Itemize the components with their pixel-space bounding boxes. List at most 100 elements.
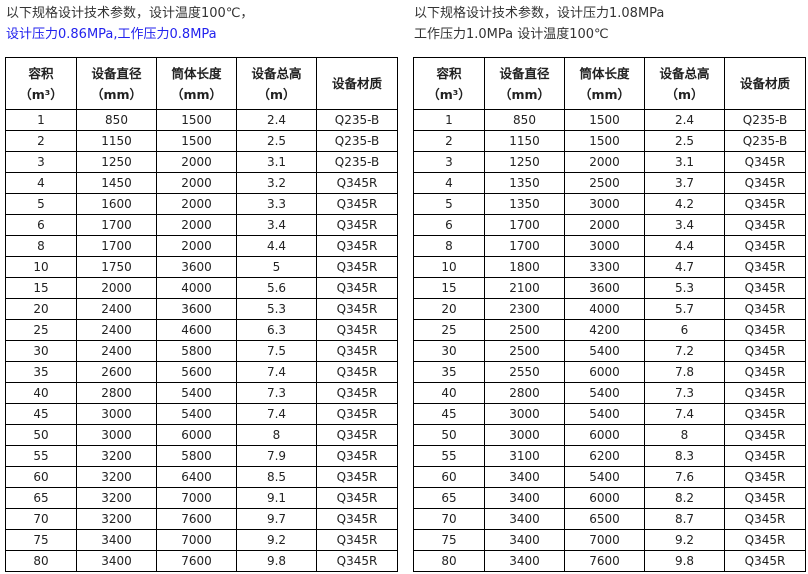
cell-material: Q345R (316, 529, 398, 551)
cell-shell-length: 7600 (156, 508, 237, 530)
left-spec-table: 容积 （m³） 设备直径 （mm） 筒体长度 （mm） 设备总高 （m） 设备材质 1 850 15… (5, 57, 398, 572)
cell-diameter: 3400 (484, 550, 565, 572)
cell-shell-length: 3600 (564, 277, 645, 299)
cell-diameter: 3400 (484, 466, 565, 488)
cell-total-height: 4.4 (236, 235, 317, 257)
table-row: 10 1800 3300 4.7 Q345R (413, 256, 806, 278)
cell-diameter: 2400 (76, 298, 157, 320)
cell-material: Q345R (724, 319, 806, 341)
cell-material: Q345R (724, 466, 806, 488)
cell-shell-length: 5800 (156, 445, 237, 467)
header-label: 设备总高 (251, 65, 302, 81)
cell-material: Q345R (724, 529, 806, 551)
table-row: 50 3000 6000 8 Q345R (413, 424, 806, 446)
header-diameter: 设备直径 （mm） (484, 57, 565, 110)
cell-material: Q235-B (316, 109, 398, 131)
header-label: 筒体长度 (171, 65, 222, 81)
cell-total-height: 5 (236, 256, 317, 278)
table-row: 65 3400 6000 8.2 Q345R (413, 487, 806, 509)
cell-shell-length: 5400 (564, 340, 645, 362)
cell-shell-length: 3600 (156, 256, 237, 278)
header-material: 设备材质 (316, 57, 398, 110)
cell-shell-length: 4600 (156, 319, 237, 341)
cell-total-height: 5.3 (236, 298, 317, 320)
cell-material: Q235-B (724, 130, 806, 152)
cell-volume: 4 (413, 172, 485, 194)
cell-volume: 3 (413, 151, 485, 173)
cell-diameter: 2500 (484, 340, 565, 362)
table-row: 15 2000 4000 5.6 Q345R (5, 277, 398, 299)
cell-shell-length: 5400 (156, 403, 237, 425)
cell-shell-length: 4200 (564, 319, 645, 341)
table-header-row: 容积 （m³） 设备直径 （mm） 筒体长度 （mm） 设备总高 （m） 设备材质 (5, 57, 398, 110)
cell-material: Q345R (316, 298, 398, 320)
header-unit: （mm） (498, 86, 551, 102)
table-row: 4 1350 2500 3.7 Q345R (413, 172, 806, 194)
cell-total-height: 7.4 (236, 403, 317, 425)
cell-diameter: 850 (76, 109, 157, 131)
cell-volume: 6 (5, 214, 77, 236)
cell-shell-length: 3600 (156, 298, 237, 320)
cell-shell-length: 6000 (156, 424, 237, 446)
header-unit: （m） (665, 86, 704, 102)
cell-total-height: 4.2 (644, 193, 725, 215)
cell-diameter: 3000 (76, 403, 157, 425)
cell-volume: 60 (5, 466, 77, 488)
cell-shell-length: 5800 (156, 340, 237, 362)
cell-total-height: 9.7 (236, 508, 317, 530)
cell-diameter: 1800 (484, 256, 565, 278)
table-row: 40 2800 5400 7.3 Q345R (413, 382, 806, 404)
cell-total-height: 8 (236, 424, 317, 446)
cell-material: Q345R (724, 424, 806, 446)
cell-diameter: 1250 (76, 151, 157, 173)
cell-shell-length: 5600 (156, 361, 237, 383)
cell-volume: 50 (5, 424, 77, 446)
cell-volume: 70 (5, 508, 77, 530)
cell-total-height: 2.4 (644, 109, 725, 131)
cell-total-height: 3.1 (644, 151, 725, 173)
table-row: 30 2500 5400 7.2 Q345R (413, 340, 806, 362)
cell-volume: 20 (413, 298, 485, 320)
cell-volume: 75 (413, 529, 485, 551)
cell-shell-length: 5400 (564, 403, 645, 425)
cell-volume: 2 (413, 130, 485, 152)
cell-diameter: 2800 (76, 382, 157, 404)
table-row: 70 3400 6500 8.7 Q345R (413, 508, 806, 530)
cell-material: Q345R (316, 256, 398, 278)
cell-total-height: 9.1 (236, 487, 317, 509)
table-row: 55 3100 6200 8.3 Q345R (413, 445, 806, 467)
cell-diameter: 3000 (484, 424, 565, 446)
cell-volume: 3 (5, 151, 77, 173)
header-unit: （m³） (19, 86, 63, 102)
cell-diameter: 1350 (484, 172, 565, 194)
cell-material: Q345R (316, 487, 398, 509)
table-row: 60 3400 5400 7.6 Q345R (413, 466, 806, 488)
table-row: 6 1700 2000 3.4 Q345R (5, 214, 398, 236)
cell-shell-length: 2000 (156, 172, 237, 194)
cell-volume: 35 (413, 361, 485, 383)
header-label: 筒体长度 (579, 65, 630, 81)
cell-volume: 15 (5, 277, 77, 299)
cell-volume: 35 (5, 361, 77, 383)
cell-material: Q345R (316, 277, 398, 299)
cell-volume: 70 (413, 508, 485, 530)
cell-diameter: 1600 (76, 193, 157, 215)
cell-material: Q345R (724, 361, 806, 383)
cell-diameter: 2400 (76, 319, 157, 341)
header-total-height: 设备总高 （m） (236, 57, 317, 110)
cell-volume: 20 (5, 298, 77, 320)
cell-volume: 40 (413, 382, 485, 404)
cell-material: Q345R (724, 151, 806, 173)
table-row: 3 1250 2000 3.1 Q345R (413, 151, 806, 173)
header-label: 设备材质 (331, 76, 382, 91)
cell-total-height: 7.8 (644, 361, 725, 383)
cell-diameter: 3200 (76, 445, 157, 467)
table-row: 80 3400 7600 9.8 Q345R (5, 550, 398, 572)
header-label: 容积 (436, 65, 462, 81)
cell-shell-length: 3000 (564, 235, 645, 257)
cell-volume: 30 (5, 340, 77, 362)
right-caption-line2: 工作压力1.0MPa 设计温度100℃ (414, 27, 609, 42)
header-unit: （mm） (578, 86, 631, 102)
cell-diameter: 1250 (484, 151, 565, 173)
table-row: 25 2500 4200 6 Q345R (413, 319, 806, 341)
